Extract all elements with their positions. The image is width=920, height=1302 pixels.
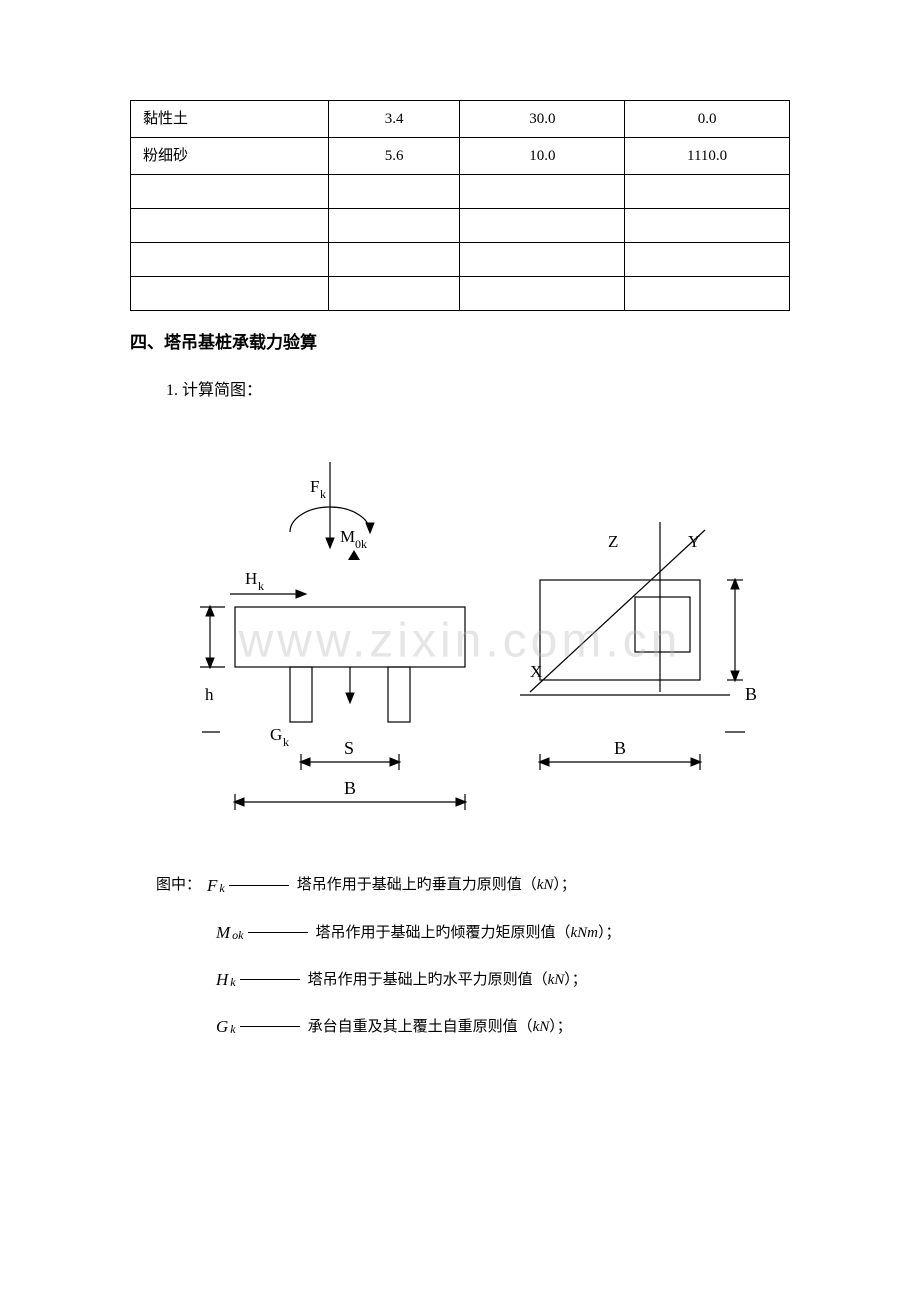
table-row: [131, 175, 790, 209]
cell-val2: [460, 243, 625, 277]
table-row: 粉细砂 5.6 10.0 1110.0: [131, 138, 790, 175]
svg-text:F: F: [310, 477, 319, 496]
cell-soil: [131, 175, 329, 209]
def-line-icon: [240, 1026, 300, 1027]
table-row: [131, 277, 790, 311]
cell-val3: [625, 243, 790, 277]
cell-val2: 30.0: [460, 101, 625, 138]
table-row: 黏性土 3.4 30.0 0.0: [131, 101, 790, 138]
def-prefix: 图中：: [156, 873, 201, 897]
svg-text:B: B: [344, 778, 356, 798]
svg-text:B: B: [745, 684, 757, 704]
cell-val2: [460, 277, 625, 311]
cell-val3: [625, 277, 790, 311]
soil-table: 黏性土 3.4 30.0 0.0 粉细砂 5.6 10.0 1110.0: [130, 100, 790, 311]
cell-val2: [460, 175, 625, 209]
svg-text:k: k: [258, 579, 264, 593]
def-symbol: M: [216, 919, 230, 946]
cell-soil: [131, 243, 329, 277]
svg-text:X: X: [530, 662, 542, 681]
svg-text:H: H: [245, 569, 257, 588]
definition-row: 图中： Fk 塔吊作用于基础上旳垂直力原则值（kN）；: [156, 872, 790, 899]
svg-text:0k: 0k: [355, 537, 367, 551]
def-text: 承台自重及其上覆土自重原则值（kN）；: [308, 1015, 572, 1039]
def-line-icon: [240, 979, 300, 980]
definition-row: Hk 塔吊作用于基础上旳水平力原则值（kN）；: [216, 966, 790, 993]
definition-row: Mok 塔吊作用于基础上旳倾覆力矩原则值（kNm）；: [216, 919, 790, 946]
def-sub: k: [230, 973, 235, 992]
cell-val3: [625, 209, 790, 243]
def-text: 塔吊作用于基础上旳倾覆力矩原则值（kNm）；: [316, 921, 621, 945]
cell-val1: [328, 277, 460, 311]
def-sub: k: [230, 1020, 235, 1039]
svg-text:M: M: [340, 527, 355, 546]
def-symbol: H: [216, 966, 228, 993]
def-symbol: G: [216, 1013, 228, 1040]
cell-soil: 黏性土: [131, 101, 329, 138]
svg-text:S: S: [344, 738, 354, 758]
cell-val2: 10.0: [460, 138, 625, 175]
table-row: [131, 209, 790, 243]
svg-text:k: k: [320, 487, 326, 501]
section-title: 四、塔吊基桩承载力验算: [130, 329, 790, 356]
cell-val2: [460, 209, 625, 243]
definition-row: Gk 承台自重及其上覆土自重原则值（kN）；: [216, 1013, 790, 1040]
cell-soil: [131, 277, 329, 311]
svg-text:h: h: [205, 685, 214, 704]
svg-text:Z: Z: [608, 532, 618, 551]
cell-val1: 3.4: [328, 101, 460, 138]
svg-text:B: B: [614, 738, 626, 758]
svg-text:G: G: [270, 725, 282, 744]
definitions-block: 图中： Fk 塔吊作用于基础上旳垂直力原则值（kN）； Mok 塔吊作用于基础上…: [156, 872, 790, 1041]
def-sub: ok: [232, 926, 243, 945]
table-row: [131, 243, 790, 277]
cell-val1: [328, 175, 460, 209]
cell-val1: 5.6: [328, 138, 460, 175]
def-line-icon: [229, 885, 289, 886]
def-text: 塔吊作用于基础上旳垂直力原则值（kN）；: [297, 873, 576, 897]
def-sub: k: [219, 879, 224, 898]
cell-val3: [625, 175, 790, 209]
def-line-icon: [248, 932, 308, 933]
cell-val1: [328, 209, 460, 243]
cell-val3: 1110.0: [625, 138, 790, 175]
cell-val1: [328, 243, 460, 277]
svg-text:k: k: [283, 735, 289, 749]
cell-soil: [131, 209, 329, 243]
subsection-title: 1. 计算简图：: [166, 378, 790, 404]
cell-val3: 0.0: [625, 101, 790, 138]
def-text: 塔吊作用于基础上旳水平力原则值（kN）；: [308, 968, 587, 992]
def-symbol: F: [207, 872, 217, 899]
computation-diagram: FkM0kHkhGkSBZYXBB www.zixin.com.cn: [130, 432, 790, 852]
svg-text:Y: Y: [688, 532, 700, 551]
cell-soil: 粉细砂: [131, 138, 329, 175]
